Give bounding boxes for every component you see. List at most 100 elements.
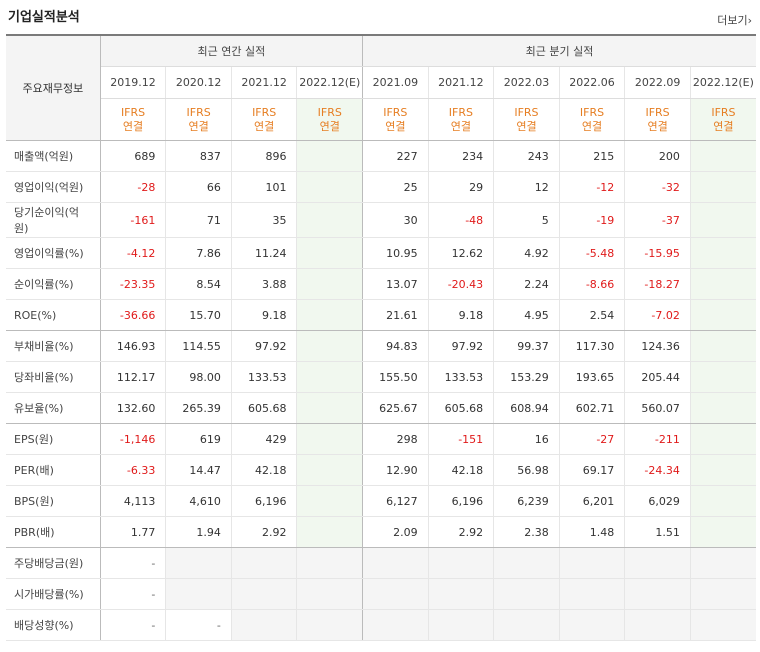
- ifrs-badge: IFRS 연결: [428, 98, 495, 141]
- table-cell: 9.18: [428, 299, 495, 331]
- table-cell: -: [100, 547, 167, 579]
- table-cell: 112.17: [100, 361, 167, 393]
- table-cell: [231, 609, 298, 641]
- table-cell: 605.68: [428, 392, 495, 424]
- table-cell: 243: [493, 140, 560, 172]
- table-cell: 6,239: [493, 485, 560, 517]
- table-cell: 6,201: [559, 485, 626, 517]
- table-cell: 146.93: [100, 330, 167, 362]
- period-header: 2019.12: [100, 66, 167, 99]
- table-row: ROE(%) -36.66 15.70 9.18 21.61 9.18 4.95 2.54 -7…: [6, 299, 756, 331]
- table-cell: [296, 330, 364, 362]
- table-cell: 16: [493, 423, 560, 455]
- ifrs-badge: IFRS 연결: [165, 98, 232, 141]
- table-cell: 619: [165, 423, 232, 455]
- row-label: PBR(배): [6, 516, 101, 548]
- table-cell: [296, 171, 364, 203]
- table-cell: -5.48: [559, 237, 626, 269]
- ifrs-badge: IFRS 연결: [493, 98, 560, 141]
- table-cell: 4.92: [493, 237, 560, 269]
- table-cell: [165, 578, 232, 610]
- table-cell: 56.98: [493, 454, 560, 486]
- row-label: ROE(%): [6, 299, 101, 331]
- table-cell: 298: [362, 423, 429, 455]
- section-title: 기업실적분석: [8, 10, 80, 25]
- table-cell: 896: [231, 140, 298, 172]
- table-row: 시가배당률(%) -: [6, 578, 756, 610]
- ifrs-label: IFRS: [120, 105, 146, 119]
- table-cell: [296, 423, 364, 455]
- period-header: 2022.03: [493, 66, 560, 99]
- table-cell: 605.68: [231, 392, 298, 424]
- table-cell: 6,196: [231, 485, 298, 517]
- row-label: 영업이익률(%): [6, 237, 101, 269]
- table-cell: 124.36: [624, 330, 691, 362]
- table-cell: [690, 330, 756, 362]
- table-cell: [296, 237, 364, 269]
- table-cell: -20.43: [428, 268, 495, 300]
- table-cell: [493, 547, 560, 579]
- table-cell: 608.94: [493, 392, 560, 424]
- table-cell: 6,029: [624, 485, 691, 517]
- table-cell: 2.54: [559, 299, 626, 331]
- more-link[interactable]: 더보기›: [717, 12, 752, 28]
- period-header: 2022.06: [559, 66, 626, 99]
- table-cell: 97.92: [428, 330, 495, 362]
- table-cell: -1,146: [100, 423, 167, 455]
- table-cell: [690, 392, 756, 424]
- table-cell: [428, 578, 495, 610]
- period-row: 2019.12 2020.12 2021.12 2022.12(E) 2021.09 20…: [6, 66, 756, 99]
- table-row: EPS(원) -1,146 619 429 298 -151 16 -27 -211: [6, 423, 756, 455]
- ifrs-badge: IFRS 연결: [559, 98, 626, 141]
- table-cell: [690, 609, 756, 641]
- table-row: 영업이익(억원) -28 66 101 25 29 12 -12 -32: [6, 171, 756, 203]
- ifrs-label: IFRS: [317, 105, 342, 119]
- table-cell: 6,127: [362, 485, 429, 517]
- row-label: 당기순이익(억원): [6, 202, 101, 238]
- table-cell: [362, 578, 429, 610]
- table-cell: 625.67: [362, 392, 429, 424]
- table-cell: 200: [624, 140, 691, 172]
- ifrs-label: IFRS: [252, 105, 277, 119]
- table-cell: 7.86: [165, 237, 232, 269]
- table-cell: [428, 609, 495, 641]
- table-cell: -: [100, 578, 167, 610]
- table-cell: [559, 578, 626, 610]
- ifrs-label: IFRS: [645, 105, 670, 119]
- consolidated-label: 연결: [450, 119, 472, 133]
- table-cell: -4.12: [100, 237, 167, 269]
- annual-group-header: 최근 연간 실적: [100, 34, 364, 67]
- table-cell: -211: [624, 423, 691, 455]
- table-cell: 2.38: [493, 516, 560, 548]
- ifrs-label: IFRS: [711, 105, 736, 119]
- ifrs-badge: IFRS 연결: [100, 98, 167, 141]
- consolidated-label: 연결: [254, 119, 275, 133]
- table-cell: 114.55: [165, 330, 232, 362]
- table-cell: 5: [493, 202, 560, 238]
- table-cell: 35: [231, 202, 298, 238]
- table-row: 부채비율(%) 146.93 114.55 97.92 94.83 97.92 99.37 1…: [6, 330, 756, 362]
- table-cell: 71: [165, 202, 232, 238]
- consolidated-label: 연결: [516, 119, 537, 133]
- table-cell: [690, 423, 756, 455]
- table-row: PBR(배) 1.77 1.94 2.92 2.09 2.92 2.38 1.48 1.51: [6, 516, 756, 548]
- table-cell: -36.66: [100, 299, 167, 331]
- ifrs-badge: IFRS 연결: [690, 98, 756, 141]
- table-cell: [690, 485, 756, 517]
- table-cell: [231, 578, 298, 610]
- ifrs-badge: IFRS 연결: [362, 98, 429, 141]
- consolidated-label: 연결: [713, 119, 734, 133]
- table-cell: [624, 609, 691, 641]
- table-cell: 1.51: [624, 516, 691, 548]
- table-row: 영업이익률(%) -4.12 7.86 11.24 10.95 12.62 4.92 -5.4…: [6, 237, 756, 269]
- table-cell: [165, 547, 232, 579]
- table-cell: [296, 454, 364, 486]
- consolidated-label: 연결: [647, 119, 668, 133]
- table-cell: -48: [428, 202, 495, 238]
- table-cell: [690, 454, 756, 486]
- table-row: 매출액(억원) 689 837 896 227 234 243 215 200: [6, 140, 756, 172]
- table-cell: [296, 268, 364, 300]
- table-cell: 602.71: [559, 392, 626, 424]
- ifrs-badge: IFRS 연결: [296, 98, 364, 141]
- table-cell: [493, 609, 560, 641]
